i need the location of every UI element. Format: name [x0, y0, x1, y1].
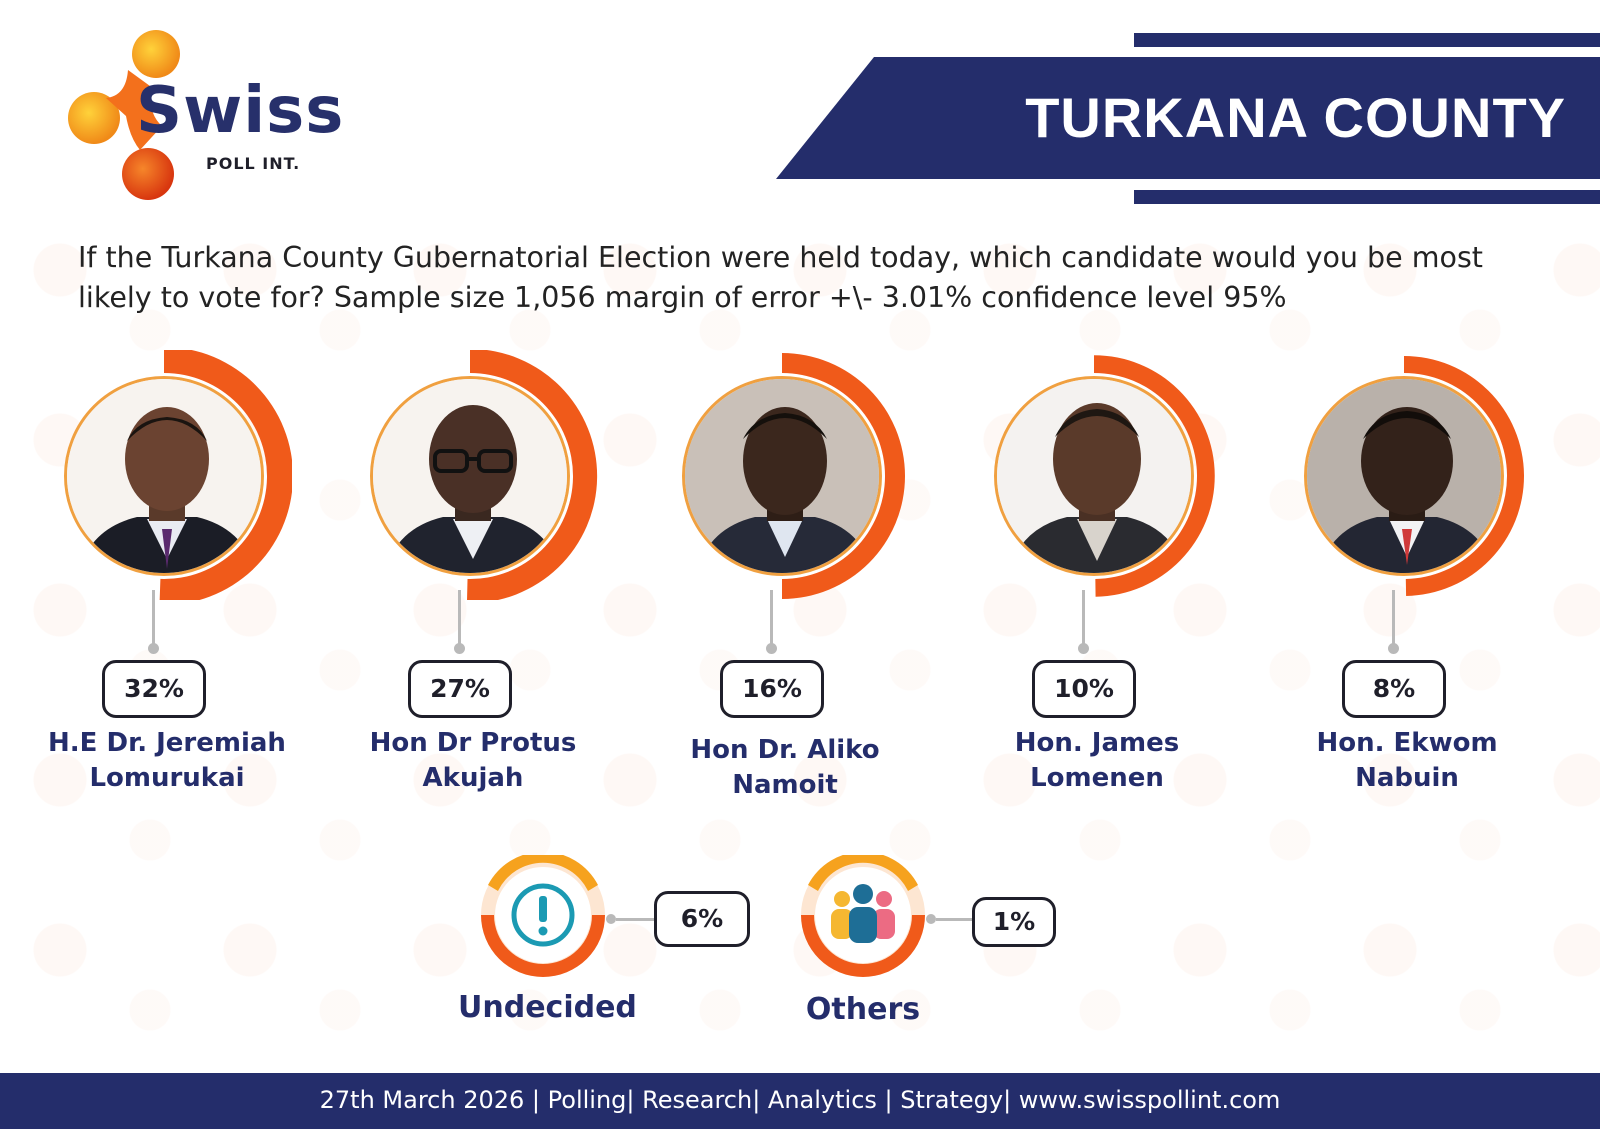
score-arc	[1094, 355, 1215, 597]
connector-line	[616, 918, 654, 921]
person-avatar-icon	[67, 379, 261, 573]
connector-line	[770, 590, 773, 646]
connector-line	[152, 590, 155, 646]
candidate-name-line-2: Lomenen	[1030, 763, 1164, 793]
percentage-badge: 10%	[1032, 660, 1136, 718]
candidate-name-line-1: Hon Dr Protus	[369, 728, 577, 758]
exclamation-icon	[511, 883, 575, 947]
others-percentage-badge: 1%	[972, 897, 1056, 947]
swiss-poll-logo: Swiss POLL INT.	[66, 26, 386, 206]
candidate-name-line-1: Hon. James	[1014, 728, 1180, 758]
candidate-name-line-2: Lomurukai	[89, 763, 245, 793]
footer-bar: 27th March 2026 | Polling| Research| Ana…	[0, 1073, 1600, 1129]
person-avatar-icon	[685, 379, 879, 573]
candidate-photo	[682, 376, 882, 576]
banner-stripe-bottom	[1134, 190, 1600, 204]
candidate-name: Hon Dr. Aliko Namoit	[630, 733, 940, 803]
score-arc	[159, 350, 292, 600]
score-arc	[467, 350, 598, 600]
header-banner: TURKANA COUNTY	[776, 57, 1600, 179]
logo-subtitle: POLL INT.	[206, 154, 301, 173]
candidate-name: Hon. Ekwom Nabuin	[1252, 726, 1562, 796]
logo-wordmark: Swiss	[136, 74, 345, 148]
banner-stripe-top	[1134, 33, 1600, 47]
background-pattern	[0, 210, 1600, 1070]
candidate-name: Hon Dr Protus Akujah	[318, 726, 628, 796]
others-stat: 1% Others	[788, 855, 1108, 1045]
person-avatar-icon	[373, 379, 567, 573]
connector-dot	[766, 643, 777, 654]
connector-dot	[1388, 643, 1399, 654]
score-ring	[159, 350, 292, 600]
person-avatar-icon	[997, 379, 1191, 573]
page-title: TURKANA COUNTY	[1025, 86, 1566, 149]
connector-dot	[454, 643, 465, 654]
others-arc	[801, 915, 925, 977]
percentage-badge: 27%	[408, 660, 512, 718]
connector-line	[936, 918, 974, 921]
score-arc	[1404, 356, 1525, 596]
poll-question: If the Turkana County Gubernatorial Elec…	[78, 238, 1538, 318]
connector-dot	[1078, 643, 1089, 654]
candidate-name-line-1: Hon Dr. Aliko	[690, 735, 880, 765]
candidate-card: 32% H.E Dr. Jeremiah Lomurukai	[42, 350, 342, 820]
undecided-arc	[481, 915, 605, 977]
person-avatar-icon	[1307, 379, 1501, 573]
score-arc	[782, 353, 905, 599]
candidate-name-line-2: Nabuin	[1355, 763, 1459, 793]
candidate-name-line-1: Hon. Ekwom	[1316, 728, 1498, 758]
percentage-badge: 32%	[102, 660, 206, 718]
others-label: Others	[805, 992, 921, 1027]
connector-line	[1082, 590, 1085, 646]
candidate-photo	[1304, 376, 1504, 576]
people-icon	[831, 884, 895, 943]
score-ring	[1404, 356, 1525, 596]
candidate-card: 8% Hon. Ekwom Nabuin	[1282, 350, 1582, 820]
percentage-badge: 16%	[720, 660, 824, 718]
undecided-stat: 6% Undecided	[458, 855, 788, 1045]
connector-line	[1392, 590, 1395, 646]
candidate-name: Hon. James Lomenen	[942, 726, 1252, 796]
candidate-name-line-1: H.E Dr. Jeremiah	[48, 728, 286, 758]
candidate-card: 10% Hon. James Lomenen	[972, 350, 1272, 820]
candidate-photo	[370, 376, 570, 576]
candidate-card: 27% Hon Dr Protus Akujah	[348, 350, 648, 820]
candidate-name-line-2: Akujah	[422, 763, 524, 793]
candidate-name-line-2: Namoit	[732, 770, 838, 800]
candidate-photo	[994, 376, 1194, 576]
connector-dot	[148, 643, 159, 654]
footer-text: 27th March 2026 | Polling| Research| Ana…	[319, 1086, 1281, 1114]
question-line-1: If the Turkana County Gubernatorial Elec…	[78, 241, 1483, 274]
candidate-photo	[64, 376, 264, 576]
question-line-2: likely to vote for? Sample size 1,056 ma…	[78, 281, 1287, 314]
candidate-card: 16% Hon Dr. Aliko Namoit	[660, 350, 960, 820]
score-ring	[467, 350, 598, 600]
undecided-label: Undecided	[458, 990, 637, 1025]
logo-mark-icon	[68, 30, 180, 200]
percentage-badge: 8%	[1342, 660, 1446, 718]
score-ring	[1094, 355, 1215, 597]
score-ring	[782, 353, 905, 599]
undecided-percentage-badge: 6%	[654, 891, 750, 947]
connector-line	[458, 590, 461, 646]
connector-dot	[926, 914, 936, 924]
candidate-name: H.E Dr. Jeremiah Lomurukai	[12, 726, 322, 796]
connector-dot	[606, 914, 616, 924]
